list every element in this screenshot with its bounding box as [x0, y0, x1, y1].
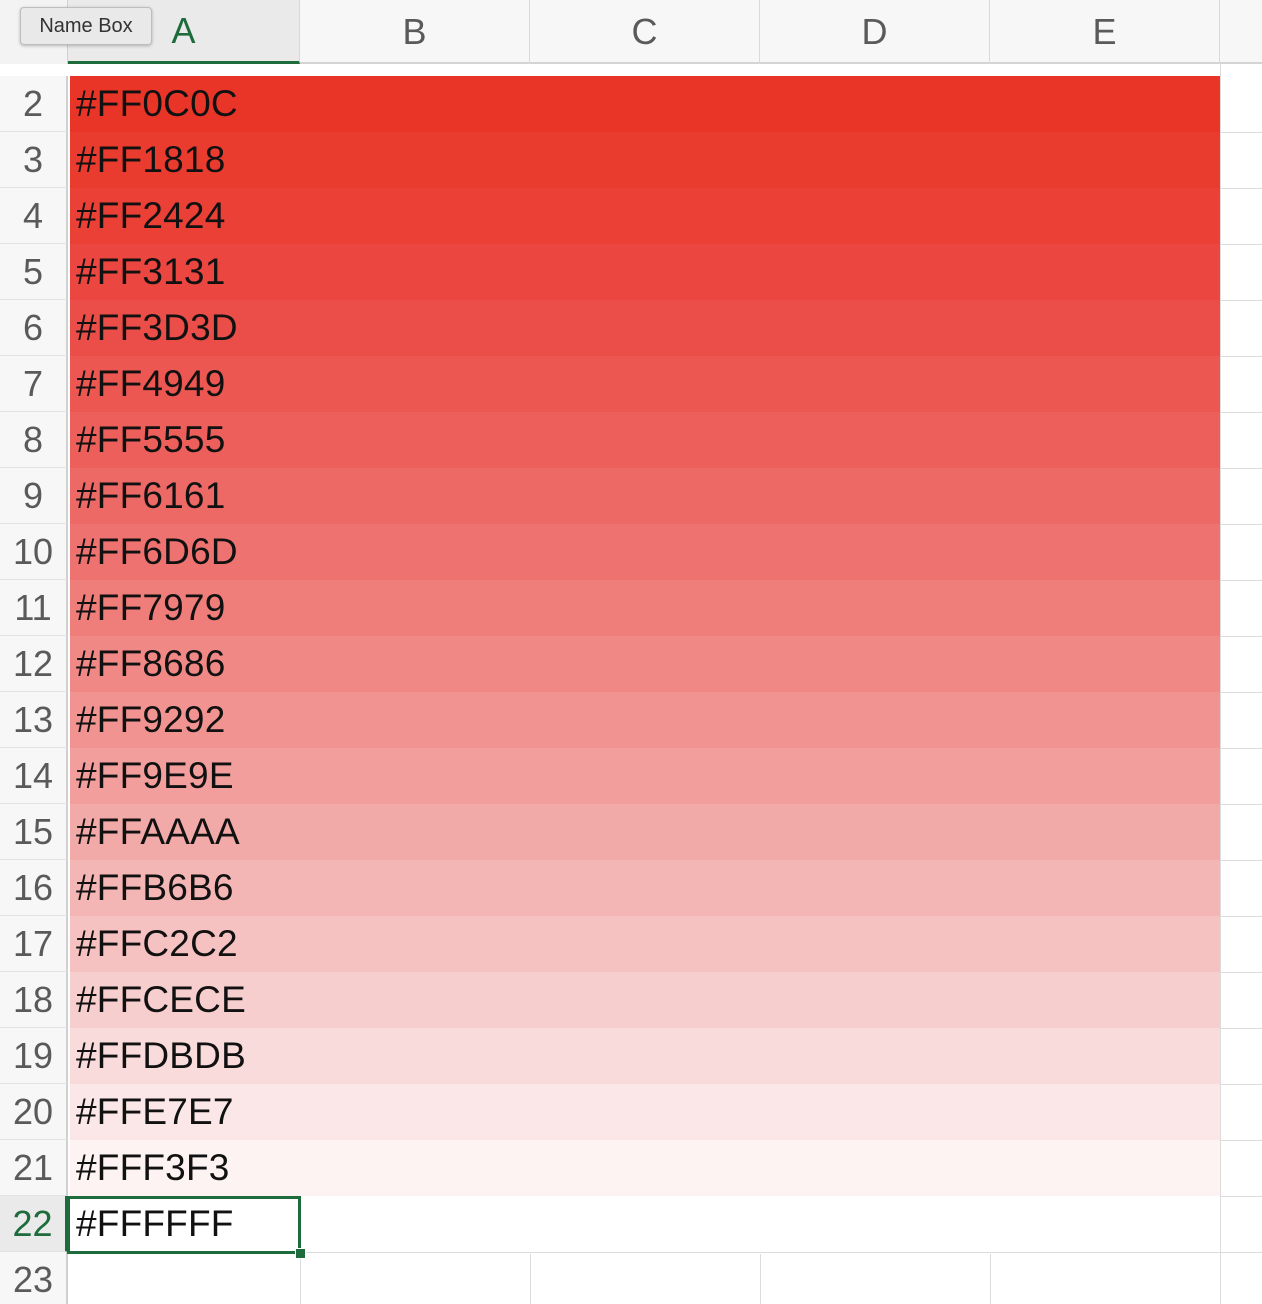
gridline-row-18 [1220, 1028, 1262, 1029]
row-fill-3 [70, 132, 1220, 188]
column-header-c[interactable]: C [530, 0, 760, 64]
row-fill-20 [70, 1084, 1220, 1140]
column-header-bar: A B C D E [0, 0, 1262, 64]
gridline-row-14 [1220, 804, 1262, 805]
cell-a16[interactable]: #FFB6B6 [76, 867, 234, 908]
row-header-4[interactable]: 4 [0, 188, 68, 244]
gridline-row-12 [1220, 692, 1262, 693]
row-header-23[interactable]: 23 [0, 1252, 68, 1304]
row-header-15[interactable]: 15 [0, 804, 68, 860]
row-fill-10 [70, 524, 1220, 580]
row-header-18[interactable]: 18 [0, 972, 68, 1028]
row-header-3[interactable]: 3 [0, 132, 68, 188]
row-header-13[interactable]: 13 [0, 692, 68, 748]
row-header-8[interactable]: 8 [0, 412, 68, 468]
row-header-2[interactable]: 2 [0, 76, 68, 132]
row-fill-14 [70, 748, 1220, 804]
fill-handle[interactable] [295, 1248, 306, 1259]
row-header-17[interactable]: 17 [0, 916, 68, 972]
gridline-row-8 [1220, 468, 1262, 469]
row-header-10[interactable]: 10 [0, 524, 68, 580]
gridline-c [530, 1254, 531, 1304]
gridline-f [1220, 64, 1221, 1304]
row-fill-18 [70, 972, 1220, 1028]
row-fill-9 [70, 468, 1220, 524]
gridline-row-10 [1220, 580, 1262, 581]
row-header-19[interactable]: 19 [0, 1028, 68, 1084]
cell-a21[interactable]: #FFF3F3 [76, 1147, 230, 1188]
cell-a12[interactable]: #FF8686 [76, 643, 226, 684]
gridline-row-3 [1220, 188, 1262, 189]
row-header-9[interactable]: 9 [0, 468, 68, 524]
cell-a3[interactable]: #FF1818 [76, 139, 226, 180]
cell-a22[interactable]: #FFFFFF [76, 1203, 234, 1244]
column-header-d[interactable]: D [760, 0, 990, 64]
row-fill-15 [70, 804, 1220, 860]
cell-a8[interactable]: #FF5555 [76, 419, 226, 460]
gridline-row-21 [1220, 1196, 1262, 1197]
cell-a17[interactable]: #FFC2C2 [76, 923, 238, 964]
row-fill-11 [70, 580, 1220, 636]
column-header-f-partial[interactable] [1220, 0, 1262, 64]
gridline-row-17 [1220, 972, 1262, 973]
row-header-14[interactable]: 14 [0, 748, 68, 804]
gridline-row-11 [1220, 636, 1262, 637]
row-fill-6 [70, 300, 1220, 356]
name-box-tooltip: Name Box [20, 7, 152, 45]
gridline-row-4 [1220, 244, 1262, 245]
cell-a11[interactable]: #FF7979 [76, 587, 226, 628]
row-fill-12 [70, 636, 1220, 692]
row-fill-21 [70, 1140, 1220, 1196]
cell-a2[interactable]: #FF0C0C [76, 83, 238, 124]
cell-a15[interactable]: #FFAAAA [76, 811, 240, 852]
cell-a20[interactable]: #FFE7E7 [76, 1091, 234, 1132]
cell-a5[interactable]: #FF3131 [76, 251, 226, 292]
cell-a10[interactable]: #FF6D6D [76, 531, 238, 572]
gridline-row-15 [1220, 860, 1262, 861]
row-fill-17 [70, 916, 1220, 972]
row-header-12[interactable]: 12 [0, 636, 68, 692]
gridline-row-2 [1220, 132, 1262, 133]
gridline-b [300, 1254, 301, 1304]
row-23-gridline [70, 1252, 1262, 1253]
row-fill-13 [70, 692, 1220, 748]
gridline-row-9 [1220, 524, 1262, 525]
row-fill-2 [70, 76, 1220, 132]
cell-a18[interactable]: #FFCECE [76, 979, 246, 1020]
gridline-row-5 [1220, 300, 1262, 301]
column-header-e[interactable]: E [990, 0, 1220, 64]
gridline-row-6 [1220, 356, 1262, 357]
row-fill-19 [70, 1028, 1220, 1084]
row-fill-7 [70, 356, 1220, 412]
cell-a6[interactable]: #FF3D3D [76, 307, 238, 348]
row-header-22[interactable]: 22 [0, 1196, 68, 1252]
cell-a19[interactable]: #FFDBDB [76, 1035, 246, 1076]
active-cell-border[interactable] [67, 1196, 301, 1254]
row-fill-4 [70, 188, 1220, 244]
gridline-row-13 [1220, 748, 1262, 749]
gridline-d [760, 1254, 761, 1304]
gridline-row-7 [1220, 412, 1262, 413]
row-header-7[interactable]: 7 [0, 356, 68, 412]
row-header-21[interactable]: 21 [0, 1140, 68, 1196]
gridline-row-16 [1220, 916, 1262, 917]
row-header-5[interactable]: 5 [0, 244, 68, 300]
cell-a14[interactable]: #FF9E9E [76, 755, 234, 796]
column-header-b[interactable]: B [300, 0, 530, 64]
row-header-16[interactable]: 16 [0, 860, 68, 916]
gridline-row-20 [1220, 1140, 1262, 1141]
cell-a4[interactable]: #FF2424 [76, 195, 226, 236]
gridline-e [990, 1254, 991, 1304]
row-fill-16 [70, 860, 1220, 916]
row-header-6[interactable]: 6 [0, 300, 68, 356]
row-header-20[interactable]: 20 [0, 1084, 68, 1140]
cell-a7[interactable]: #FF4949 [76, 363, 226, 404]
cell-a13[interactable]: #FF9292 [76, 699, 226, 740]
gridline-row-19 [1220, 1084, 1262, 1085]
row-header-11[interactable]: 11 [0, 580, 68, 636]
row-fill-8 [70, 412, 1220, 468]
cell-a9[interactable]: #FF6161 [76, 475, 226, 516]
row-fill-5 [70, 244, 1220, 300]
